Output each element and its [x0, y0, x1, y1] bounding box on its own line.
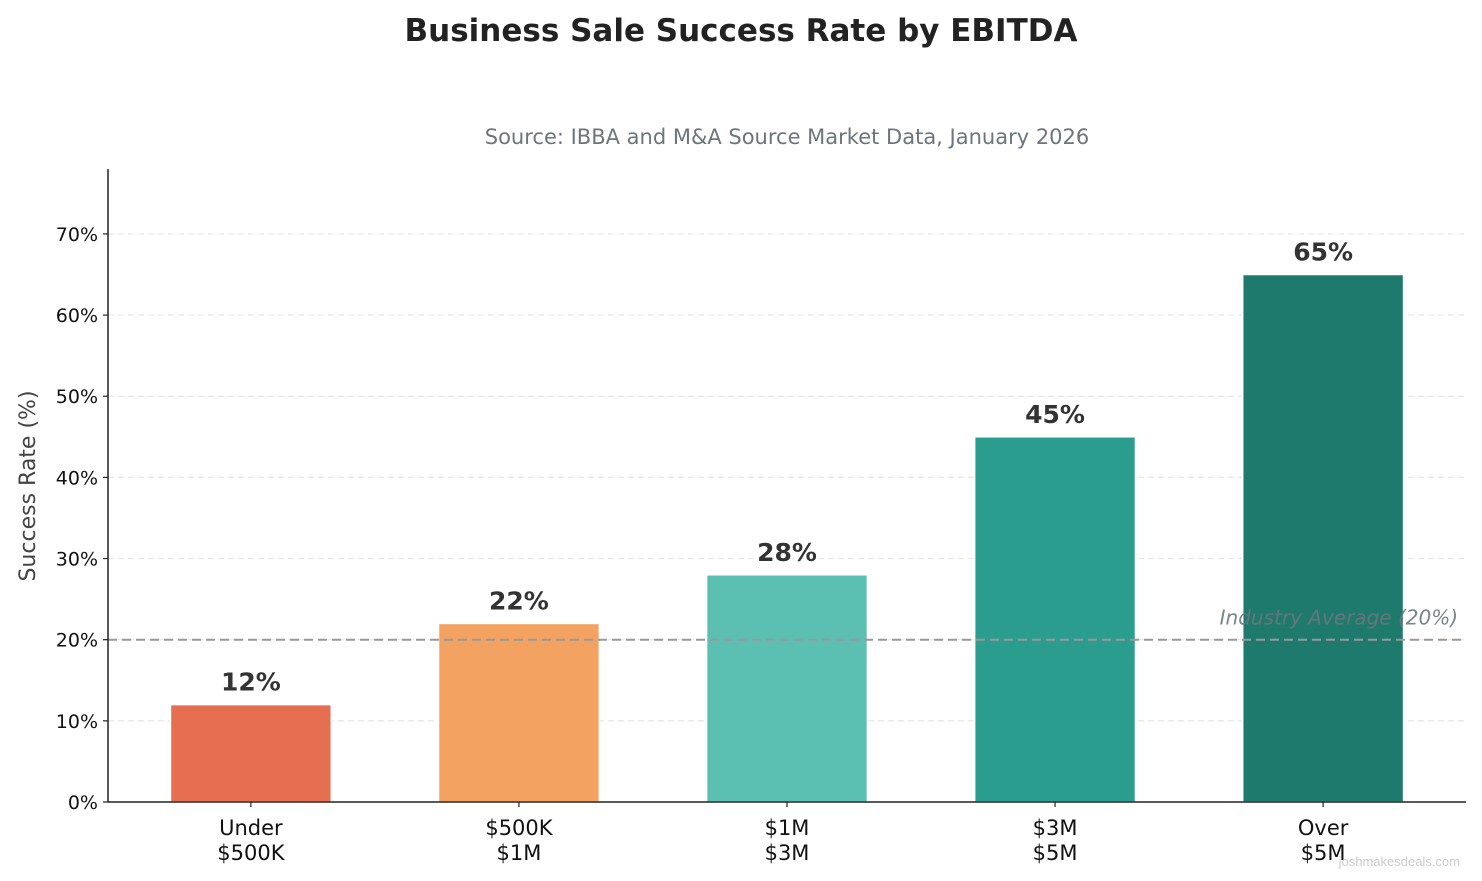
- x-tick-label: $5M: [1033, 841, 1078, 865]
- y-tick-label: 40%: [56, 467, 98, 489]
- x-tick-label: $3M: [1033, 816, 1078, 840]
- data-label: 45%: [1025, 400, 1085, 429]
- chart-title: Business Sale Success Rate by EBITDA: [405, 13, 1078, 49]
- watermark: joshmakesdeals.com: [1338, 854, 1460, 869]
- y-tick-label: 20%: [56, 630, 98, 652]
- x-tick-label: Over: [1298, 816, 1349, 840]
- industry-average-label: Industry Average (20%): [1220, 606, 1458, 630]
- x-tick-label: $5M: [1301, 841, 1346, 865]
- x-tick-label: $500K: [485, 816, 553, 840]
- bar: [1241, 273, 1405, 803]
- y-tick-label: 10%: [56, 711, 98, 733]
- data-label: 12%: [221, 668, 281, 697]
- chart-subtitle: Source: IBBA and M&A Source Market Data,…: [485, 125, 1090, 149]
- bar: [705, 574, 869, 803]
- x-tick-label: $3M: [765, 841, 810, 865]
- bar: [437, 622, 601, 803]
- x-tick-label: $1M: [765, 816, 810, 840]
- data-label: 65%: [1293, 238, 1353, 267]
- y-tick-label: 70%: [56, 224, 98, 246]
- bar: [973, 436, 1137, 803]
- bar: [169, 703, 333, 803]
- y-tick-label: 0%: [68, 792, 98, 814]
- x-tick-label: $1M: [497, 841, 542, 865]
- y-tick-label: 60%: [56, 305, 98, 327]
- data-label: 22%: [489, 586, 549, 615]
- x-tick-label: $500K: [217, 841, 285, 865]
- data-label: 28%: [757, 538, 817, 567]
- x-tick-label: Under: [219, 816, 283, 840]
- y-tick-label: 30%: [56, 549, 98, 571]
- y-tick-label: 50%: [56, 386, 98, 408]
- y-axis-label: Success Rate (%): [16, 390, 41, 581]
